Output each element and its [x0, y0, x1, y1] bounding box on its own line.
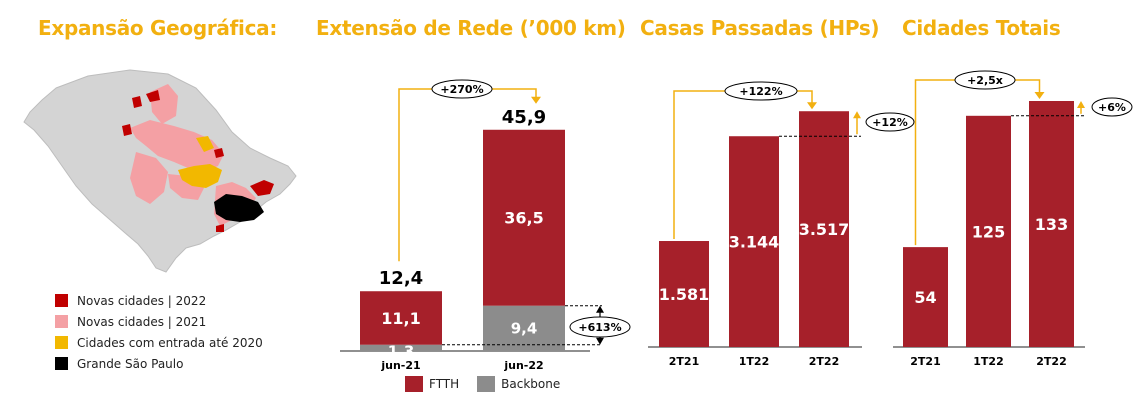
homes-x-tick-label: 2T22: [809, 355, 839, 368]
map-legend: Novas cidades | 2022 Novas cidades | 202…: [55, 290, 263, 374]
homes-x-tick-label: 1T22: [739, 355, 769, 368]
ftth-value-label: 11,1: [381, 309, 420, 328]
homes-growth-arrowhead: [807, 102, 817, 110]
region-2022-n: [132, 96, 142, 108]
total-value-label: 12,4: [379, 268, 423, 289]
network-legend: FTTH Backbone: [405, 376, 578, 392]
swatch-2022: [55, 294, 68, 307]
homes-title: Casas Passadas (HPs): [640, 16, 880, 40]
homes-bar: [729, 136, 779, 347]
swatch-2020: [55, 336, 68, 349]
backbone-value-label: 1,3: [388, 343, 415, 361]
cities-growth-arrowhead: [1034, 92, 1045, 100]
homes-value-label: 1.581: [659, 285, 710, 304]
map-legend-item: Grande São Paulo: [55, 353, 263, 374]
region-2022-s: [216, 224, 224, 232]
cities-growth-short-pill: [1091, 97, 1133, 117]
homes-x-tick-label: 2T21: [669, 355, 699, 368]
network-title: Extensão de Rede (’000 km): [316, 16, 626, 40]
map-legend-label: Novas cidades | 2021: [77, 314, 207, 329]
region-2020: [178, 164, 222, 188]
map-legend-label: Grande São Paulo: [77, 356, 184, 371]
ftth-bar: [483, 129, 565, 306]
region-2022-c: [214, 148, 224, 158]
backbone-value-label: 9,4: [511, 319, 538, 337]
region-2022-ne: [250, 180, 274, 196]
homes-growth-short-pill: [865, 112, 915, 132]
homes-value-label: 3.144: [729, 233, 780, 252]
swatch-greater-sp: [55, 357, 68, 370]
legend-label-backbone: Backbone: [501, 377, 561, 391]
swatch-2021: [55, 315, 68, 328]
region-2021-west: [130, 152, 168, 204]
map-legend-item: Novas cidades | 2021: [55, 311, 263, 332]
homes-short-arrowhead: [853, 111, 861, 119]
cities-x-tick-label: 2T21: [910, 355, 940, 368]
homes-growth-long-pill: [724, 81, 798, 101]
region-2022-w: [122, 124, 132, 136]
growth-backbone-label: +613%: [578, 321, 621, 334]
growth-arrowhead: [531, 96, 541, 104]
homes-value-label: 3.517: [799, 220, 850, 239]
sao-paulo-map: [23, 69, 297, 273]
backbone-bar: [360, 344, 442, 351]
cities-short-arrowhead: [1077, 101, 1085, 109]
growth-total-pill: [431, 79, 493, 99]
region-2022-n2: [146, 90, 160, 102]
backbone-arrowhead-up: [596, 305, 604, 313]
cities-growth-short-label: +6%: [1098, 101, 1126, 114]
geo-title: Expansão Geográfica:: [38, 16, 278, 40]
ftth-value-label: 36,5: [504, 209, 543, 228]
growth-total-label: +270%: [440, 83, 483, 96]
x-tick-label: jun-22: [503, 359, 543, 372]
region-greater-sp: [214, 194, 264, 222]
homes-bar: [799, 111, 849, 347]
map-legend-item: Novas cidades | 2022: [55, 290, 263, 311]
cities-growth-long-pill: [954, 70, 1016, 90]
region-2021-south: [168, 174, 204, 200]
map-legend-label: Cidades com entrada até 2020: [77, 335, 263, 350]
cities-bar: [903, 247, 948, 347]
cities-value-label: 125: [972, 222, 1005, 241]
homes-bar: [659, 241, 709, 347]
region-2021-center: [130, 120, 224, 172]
cities-x-tick-label: 1T22: [973, 355, 1003, 368]
homes-growth-short-label: +12%: [872, 116, 908, 129]
cities-growth-long-label: +2,5x: [967, 74, 1003, 87]
ftth-bar: [360, 291, 442, 345]
cities-title: Cidades Totais: [902, 16, 1061, 40]
cities-bar: [1029, 101, 1074, 347]
legend-label-ftth: FTTH: [429, 377, 460, 391]
cities-x-tick-label: 2T22: [1036, 355, 1066, 368]
region-2020-b: [196, 136, 214, 152]
map-legend-label: Novas cidades | 2022: [77, 293, 207, 308]
growth-backbone-pill: [569, 316, 631, 338]
map-legend-item: Cidades com entrada até 2020: [55, 332, 263, 353]
legend-swatch-ftth: [405, 376, 423, 392]
total-value-label: 45,9: [502, 107, 546, 128]
homes-growth-long-label: +122%: [739, 85, 782, 98]
backbone-arrowhead-down: [596, 337, 604, 345]
legend-swatch-backbone: [477, 376, 496, 392]
backbone-bar: [483, 305, 565, 351]
x-tick-label: jun-21: [380, 359, 420, 372]
cities-value-label: 133: [1035, 215, 1068, 234]
cities-value-label: 54: [914, 288, 936, 307]
cities-bar: [966, 115, 1011, 347]
